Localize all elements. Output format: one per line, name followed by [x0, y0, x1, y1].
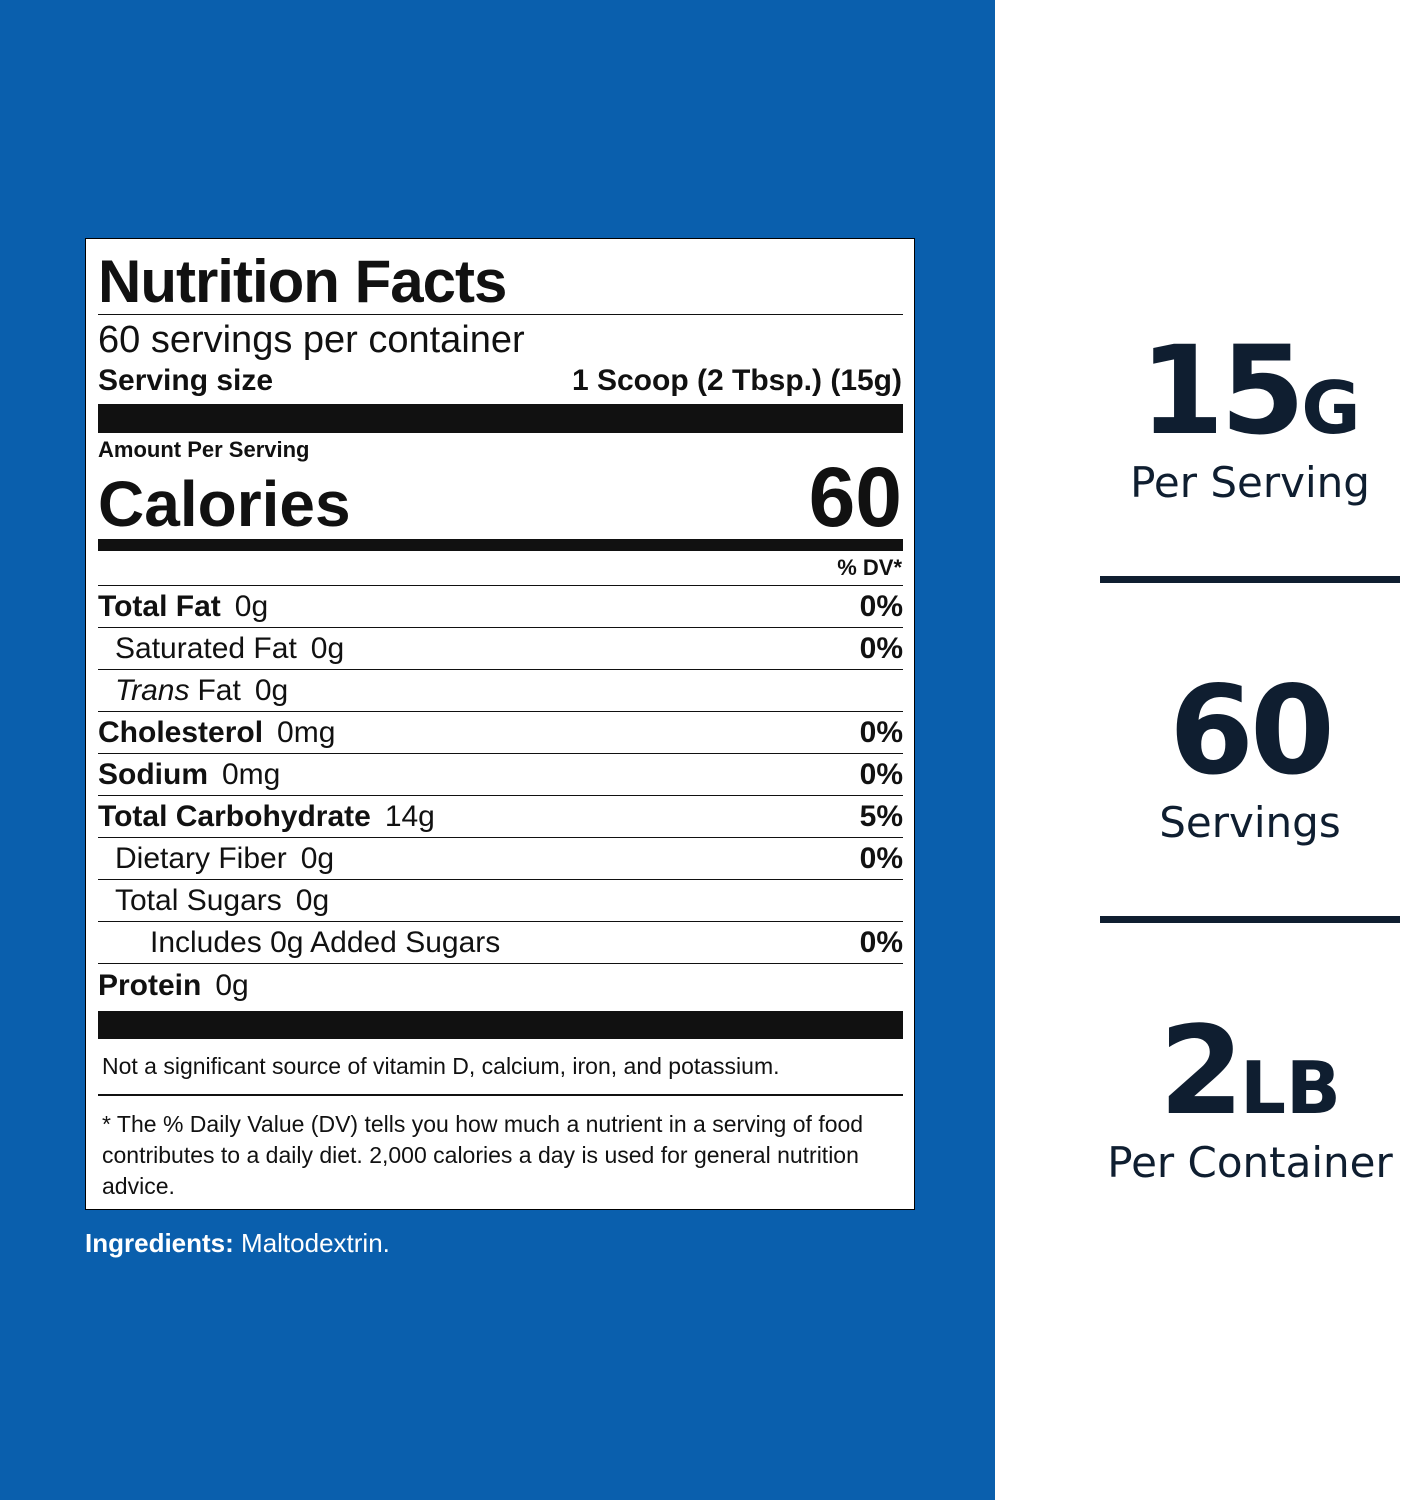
divider [1100, 576, 1400, 583]
rule [98, 1094, 903, 1096]
thick-bar [98, 539, 903, 551]
nutrient-row: Trans Fat 0g [98, 671, 903, 712]
nutrient-row: Includes 0g Added Sugars 0% [98, 923, 903, 964]
stat-value: 60 [1169, 660, 1335, 802]
stat-caption: Per Container [1107, 1138, 1393, 1187]
calories-label: Calories [98, 468, 351, 540]
calories-value: 60 [808, 450, 902, 544]
not-significant: Not a significant source of vitamin D, c… [102, 1053, 780, 1079]
stat: 60 Servings [1085, 670, 1415, 847]
nutrient-amount: 0g [254, 674, 289, 707]
label-title: Nutrition Facts [98, 248, 507, 315]
nutrient-dv: 0% [859, 842, 903, 875]
serving-size-value: 1 Scoop (2 Tbsp.) (15g) [571, 364, 902, 397]
nutrient-row: Total Carbohydrate 14g 5% [98, 797, 903, 838]
rule [98, 314, 903, 315]
nutrient-amount: 0mg [277, 716, 336, 749]
nutrient-dv: 0% [859, 716, 903, 749]
nutrient-amount: 14g [384, 800, 435, 833]
servings: 60 servings per container [98, 319, 525, 361]
nutrient-amount: 0g [295, 884, 330, 917]
nutrient-name: Protein [98, 968, 202, 1002]
nutrient-name: Dietary Fiber [115, 842, 287, 875]
nutrient-name: Cholesterol [98, 716, 264, 749]
stat-caption: Per Serving [1130, 458, 1370, 507]
nutrient-row: Total Fat 0g 0% [98, 587, 903, 628]
stat-figure: 15G [1085, 330, 1415, 452]
stat-unit: G [1301, 366, 1361, 450]
nutrient-dv: 5% [859, 800, 903, 833]
thick-bar [98, 1011, 903, 1039]
nutrient-row: Cholesterol 0mg 0% [98, 713, 903, 754]
nutrient-row: Total Sugars 0g [98, 881, 903, 922]
dv-header: % DV* [837, 555, 902, 580]
serving-size-label: Serving size [98, 364, 274, 397]
nutrient-dv: 0% [859, 926, 903, 959]
stat: 15G Per Serving [1085, 330, 1415, 507]
stat-figure: 2LB [1085, 1010, 1415, 1132]
stat-value: 15 [1139, 320, 1306, 462]
nutrient-dv: 0% [859, 632, 903, 665]
nutrient-name: Total Fat [98, 590, 221, 623]
amount-per-serving: Amount Per Serving [98, 437, 310, 462]
nutrient-row: Sodium 0mg 0% [98, 755, 903, 796]
thick-bar [98, 404, 903, 433]
nutrient-amount: 0mg [222, 758, 281, 791]
ingredients: Ingredients: Maltodextrin. [85, 1228, 390, 1259]
rule [98, 585, 903, 586]
nutrient-name: Includes 0g Added Sugars [150, 926, 501, 959]
nutrient-amount: 0g [310, 632, 345, 665]
stat: 2LB Per Container [1085, 1010, 1415, 1187]
nutrient-name: Saturated Fat [115, 632, 297, 665]
ingredients-value: Maltodextrin. [241, 1228, 390, 1258]
nutrient-amount: 0g [234, 590, 269, 623]
nutrient-amount: 0g [215, 968, 249, 1002]
nutrient-name: Sodium [98, 758, 208, 791]
nutrient-name-italic: Trans [115, 674, 190, 707]
nutrition-label: Nutrition Facts 60 servings per containe… [85, 238, 915, 1210]
stat-caption: Servings [1159, 798, 1341, 847]
nutrient-name: Total Carbohydrate [98, 800, 371, 833]
nutrient-name: Fat [197, 674, 241, 707]
stat-figure: 60 [1085, 670, 1415, 792]
stat-value: 2 [1159, 1000, 1244, 1142]
divider [1100, 916, 1400, 923]
nutrient-name: Total Sugars [115, 884, 282, 917]
nutrient-dv: 0% [859, 590, 903, 623]
nutrient-row: Saturated Fat 0g 0% [98, 629, 903, 670]
nutrient-row: Protein 0g [98, 965, 903, 1006]
nutrient-dv: 0% [859, 758, 903, 791]
ingredients-label: Ingredients: [85, 1228, 234, 1258]
footnote: * The % Daily Value (DV) tells you how m… [102, 1111, 864, 1199]
stat-unit: LB [1240, 1046, 1341, 1130]
nutrient-amount: 0g [300, 842, 335, 875]
nutrient-row: Dietary Fiber 0g 0% [98, 839, 903, 880]
